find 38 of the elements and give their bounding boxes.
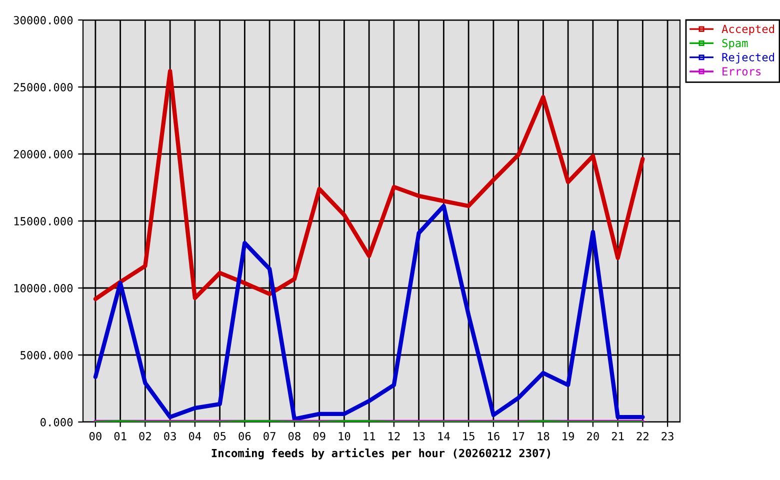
x-tick-label: 08 xyxy=(288,432,300,440)
x-tick-label: 14 xyxy=(438,432,450,440)
legend-label: Rejected xyxy=(722,52,774,64)
x-tick-label: 22 xyxy=(636,432,648,440)
y-tick-label: 5000.000 xyxy=(20,351,73,360)
line-series xyxy=(93,204,645,422)
x-tick-label: 12 xyxy=(388,432,400,440)
legend-label: Spam xyxy=(722,38,748,50)
y-tick-label: 0.000 xyxy=(40,418,73,426)
legend-label: Errors xyxy=(722,67,761,76)
x-tick-label: 00 xyxy=(89,432,102,440)
x-tick-label: 06 xyxy=(238,432,251,440)
x-tick-label: 11 xyxy=(364,432,375,440)
x-tick-label: 02 xyxy=(139,432,151,440)
x-tick-label: 20 xyxy=(587,432,599,440)
x-tick-label: 05 xyxy=(214,432,226,440)
y-tick-label: 20000.000 xyxy=(14,150,73,158)
line-series xyxy=(93,68,645,302)
x-tick-label: 03 xyxy=(164,432,176,440)
y-tick-label: 25000.000 xyxy=(14,83,73,92)
x-tick-label: 10 xyxy=(338,432,350,440)
x-tick-label: 04 xyxy=(188,432,202,440)
x-tick-label: 16 xyxy=(488,432,500,440)
y-tick-label: 15000.000 xyxy=(14,217,73,226)
y-tick-label: 30000.000 xyxy=(14,16,73,24)
x-tick-label: 01 xyxy=(114,432,126,440)
x-tick-label: 23 xyxy=(662,432,674,440)
y-tick-label: 10000.000 xyxy=(14,284,73,292)
x-tick-label: 21 xyxy=(612,432,624,440)
x-tick-label: 13 xyxy=(413,432,425,440)
x-tick-label: 07 xyxy=(264,432,276,440)
x-axis-title: Incoming feeds by articles per hour (20260212 2307) xyxy=(212,448,550,460)
x-tick-label: 09 xyxy=(313,432,326,440)
x-tick-label: 18 xyxy=(538,432,550,440)
x-tick-label: 15 xyxy=(463,432,474,440)
x-tick-label: 19 xyxy=(562,432,574,440)
legend-label: Accepted xyxy=(722,24,774,36)
x-tick-label: 17 xyxy=(512,432,524,440)
